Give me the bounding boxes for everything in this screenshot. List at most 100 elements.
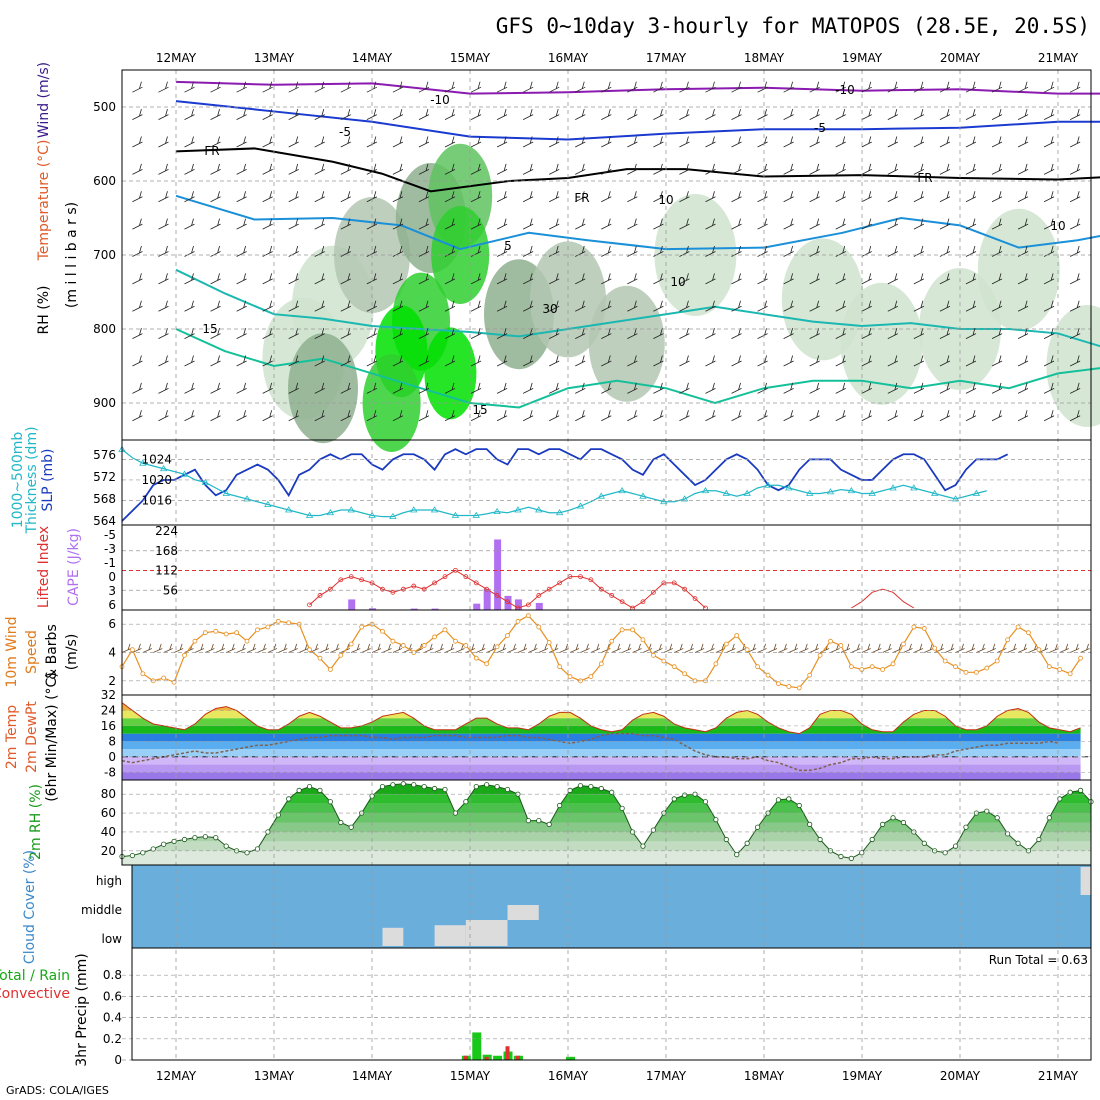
rh-point <box>921 840 927 846</box>
wind-barb <box>783 410 794 422</box>
wind-barb <box>887 136 899 148</box>
x-tick-bottom: 19MAY <box>842 1069 883 1083</box>
wind-barb <box>278 643 288 653</box>
wind-barb <box>731 300 742 312</box>
wind-barb <box>991 163 1003 175</box>
wind-barb <box>366 410 378 422</box>
y-tick-rh: 20 <box>101 844 116 858</box>
thickness-point <box>243 495 251 502</box>
wind-speed-point <box>317 655 323 661</box>
wind-barb <box>470 382 482 394</box>
wind-barb <box>679 410 690 422</box>
wind-barb <box>288 355 299 367</box>
wind-barb <box>705 382 716 394</box>
wind-barb <box>939 136 951 148</box>
wind-barb <box>418 245 430 257</box>
rh-point <box>1036 836 1042 843</box>
thickness-point <box>660 497 668 505</box>
wind-barb <box>944 643 955 653</box>
wind-speed-point <box>901 641 906 647</box>
wind-barb <box>887 410 899 422</box>
ylabel-wind-units: (m/s) <box>64 634 80 671</box>
wind-barb <box>210 382 221 394</box>
wind-barb <box>653 218 664 230</box>
wind-barb <box>965 382 977 394</box>
wind-barb <box>986 643 996 653</box>
wind-barb <box>653 81 664 93</box>
wind-barb <box>627 218 638 230</box>
wind-barb <box>236 136 247 148</box>
cape-bar <box>369 608 377 610</box>
wind-speed-point <box>984 665 990 671</box>
rh-point <box>702 799 709 805</box>
wind-barb <box>913 81 925 93</box>
cloud-layer-label: high <box>96 874 122 888</box>
wind-barb <box>288 218 299 230</box>
wind-barb <box>309 643 319 653</box>
panel-frame-pr <box>131 947 1092 1061</box>
thickness-point <box>347 506 355 513</box>
temperature-band <box>122 741 1081 750</box>
rh-point <box>557 802 563 809</box>
thickness-point <box>493 507 501 515</box>
rh-point <box>181 836 188 843</box>
wind-barb <box>184 355 195 367</box>
wind-speed-point <box>536 624 542 630</box>
rh-point <box>442 786 448 793</box>
rh-band <box>122 794 1091 804</box>
y-tick-temp: 0 <box>108 750 116 764</box>
wind-barb <box>288 382 299 394</box>
rh-point <box>525 818 531 824</box>
wind-barb <box>132 300 143 312</box>
wind-barb <box>965 163 977 175</box>
wind-barb <box>288 245 299 257</box>
rh-point <box>609 789 615 795</box>
wind-barb <box>314 273 325 285</box>
wind-speed-point <box>713 661 719 667</box>
wind-barb <box>731 136 742 148</box>
wind-speed-point <box>453 638 458 644</box>
y-tick-precip: 0 <box>114 1053 122 1067</box>
wind-barb <box>861 81 872 93</box>
wind-speed-point <box>723 641 729 647</box>
precip-total-bar <box>472 1032 482 1060</box>
wind-barb <box>783 355 794 367</box>
x-tick-top: 15MAY <box>450 51 491 65</box>
wind-barb <box>705 300 716 312</box>
wind-barb <box>632 643 642 653</box>
wind-barb <box>522 81 534 93</box>
wind-barb <box>1043 163 1055 175</box>
wind-barb <box>1069 643 1080 653</box>
thickness-point <box>785 484 793 491</box>
cape-bar <box>431 608 439 610</box>
wind-barb <box>522 300 534 312</box>
wind-speed-point <box>609 638 615 644</box>
wind-barb <box>965 273 977 285</box>
contour-label: FR <box>917 171 932 185</box>
precip-total-bar <box>493 1055 503 1060</box>
temperature-band <box>122 756 1081 765</box>
rh-point <box>775 797 782 803</box>
wind-barb <box>913 410 925 422</box>
contour-label: 5 <box>504 239 512 253</box>
wind-barb <box>627 191 638 203</box>
wind-barb <box>809 136 820 148</box>
wind-barb <box>1017 81 1029 93</box>
wind-barb <box>236 191 247 203</box>
wind-barb <box>679 245 690 257</box>
wind-barb <box>809 81 820 93</box>
y-tick-li: -3 <box>104 542 116 556</box>
wind-barb <box>210 245 221 257</box>
wind-speed-point <box>348 641 354 647</box>
wind-barb <box>418 355 430 367</box>
wind-barb <box>418 273 430 285</box>
wind-barb <box>158 191 169 203</box>
ylabel-2m-temp: 2m Temp <box>4 705 20 769</box>
rh-point <box>723 836 729 843</box>
isotherm-4 <box>175 268 1100 348</box>
wind-speed-point <box>932 645 938 651</box>
wind-speed-point <box>734 633 740 638</box>
wind-barb <box>1017 410 1029 422</box>
wind-barb <box>1069 108 1081 120</box>
